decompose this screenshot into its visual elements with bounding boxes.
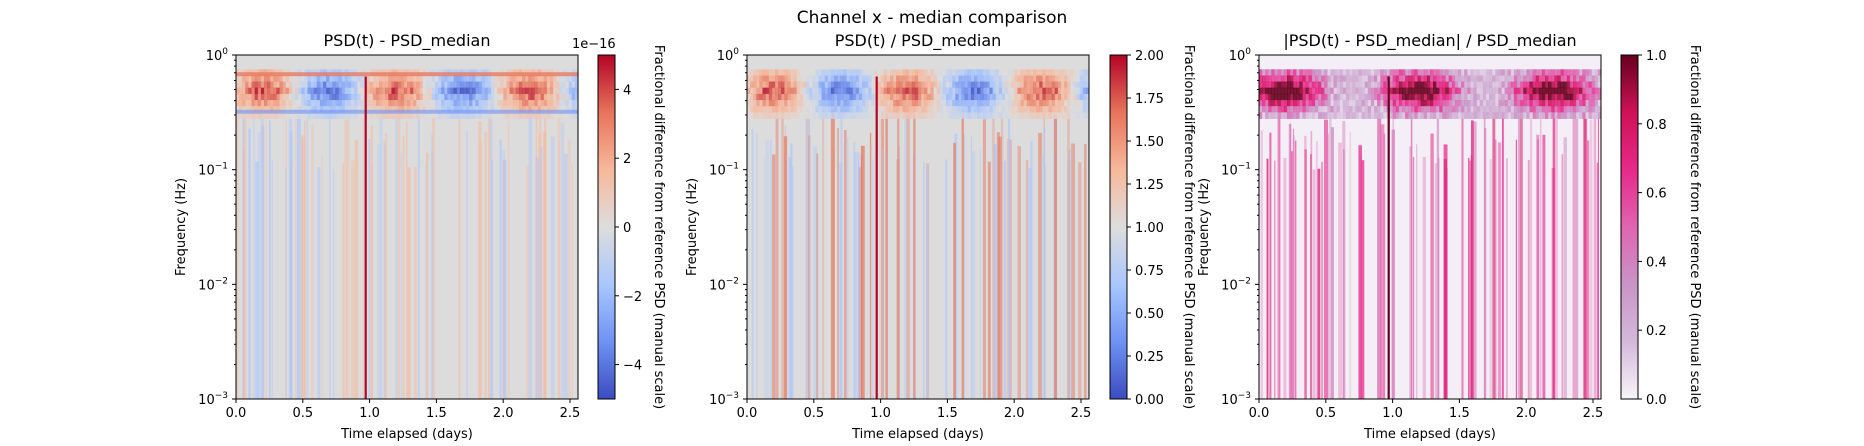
x-tick-label: 0.0 — [737, 406, 758, 421]
heatmap-image — [236, 55, 578, 399]
x-tick-label: 1.5 — [937, 406, 958, 421]
glitch-line — [875, 76, 878, 399]
axes-frame — [746, 54, 1090, 400]
y-axis-label: Frequency (Hz) — [174, 178, 189, 276]
y-tick-label: 100 — [206, 47, 229, 64]
colorbar-tick-label: 0.8 — [1646, 118, 1667, 133]
x-tick-label: 0.5 — [803, 406, 824, 421]
colorbar-tick-label: 0.6 — [1646, 187, 1667, 202]
x-tick-label: 2.0 — [1516, 406, 1537, 421]
y-tick-label: 10−3 — [198, 391, 228, 408]
x-tick-label: 1.5 — [426, 406, 447, 421]
heatmap-image — [747, 55, 1089, 399]
x-tick-label: 0.5 — [292, 406, 313, 421]
x-tick-label: 1.0 — [870, 406, 891, 421]
band-line-lower — [236, 109, 578, 114]
x-tick-label: 2.5 — [1583, 406, 1604, 421]
colorbar — [597, 54, 616, 400]
x-tick-label: 1.0 — [1382, 406, 1403, 421]
panel-title: PSD(t) / PSD_median — [835, 31, 1002, 51]
x-tick-label: 1.0 — [359, 406, 380, 421]
glitch-line — [364, 76, 367, 399]
y-tick-label: 10−1 — [709, 162, 739, 179]
colorbar-label: Fractional difference from reference PSD… — [1181, 45, 1196, 409]
panels: PSD(t) - PSD_median 0.0 0.5 1.0 1.5 2.0 2.5 Tim… — [174, 31, 1702, 442]
panel-title: PSD(t) - PSD_median — [324, 31, 491, 51]
colorbar-tick-label: −2 — [623, 290, 642, 305]
x-axis-label: Time elapsed (days) — [1363, 427, 1496, 442]
panel-2: PSD(t) / PSD_median 0.0 0.5 1.0 1.5 2.0 2.5 Tim… — [685, 31, 1196, 442]
colorbar-tick-label: 0.00 — [1135, 393, 1164, 408]
y-tick-label: 10−3 — [1221, 391, 1251, 408]
colorbar-tick-label: 0.50 — [1135, 307, 1164, 322]
panel-1: PSD(t) - PSD_median 0.0 0.5 1.0 1.5 2.0 2.5 Tim… — [174, 31, 666, 442]
colorbar-tick-label: 1.75 — [1135, 92, 1164, 107]
x-tick-label: 2.5 — [560, 406, 581, 421]
colorbar-tick-label: 1.25 — [1135, 178, 1164, 193]
axes-frame — [1258, 54, 1602, 400]
x-axis-label: Time elapsed (days) — [851, 427, 984, 442]
x-tick-label: 0.0 — [226, 406, 247, 421]
y-tick-label: 10−3 — [709, 391, 739, 408]
colorbar — [1109, 54, 1128, 400]
band-line-upper — [236, 72, 578, 77]
axes-frame — [235, 54, 579, 400]
colorbar-tick-label: 0.4 — [1646, 255, 1667, 270]
colorbar-tick-label: 0.2 — [1646, 324, 1667, 339]
y-tick-label: 10−2 — [709, 276, 739, 293]
x-tick-label: 0.5 — [1315, 406, 1336, 421]
x-axis-label: Time elapsed (days) — [340, 427, 473, 442]
colorbar-offset-text: 1e−16 — [572, 37, 616, 52]
colorbar-tick-label: −4 — [623, 359, 642, 374]
colorbar-tick-label: 2 — [623, 152, 631, 167]
colorbar-tick-label: 1.00 — [1135, 221, 1164, 236]
x-tick-label: 2.0 — [493, 406, 514, 421]
y-axis-label: Frequency (Hz) — [685, 178, 700, 276]
colorbar-label: Fractional difference from reference PSD… — [1687, 45, 1702, 409]
colorbar — [1620, 54, 1639, 400]
x-tick-label: 0.0 — [1249, 406, 1270, 421]
colorbar-tick-label: 4 — [623, 83, 631, 98]
x-tick-label: 1.5 — [1449, 406, 1470, 421]
colorbar-tick-label: 0 — [623, 221, 631, 236]
colorbar-tick-label: 2.00 — [1135, 49, 1164, 64]
panel-title: |PSD(t) - PSD_median| / PSD_median — [1283, 31, 1576, 51]
y-tick-label: 100 — [717, 47, 740, 64]
y-tick-label: 100 — [1229, 47, 1252, 64]
x-tick-label: 2.0 — [1004, 406, 1025, 421]
colorbar-label: Fractional difference from reference PSD… — [651, 45, 666, 409]
panel-3: |PSD(t) - PSD_median| / PSD_median 0.0 0.5… — [1197, 31, 1702, 442]
y-tick-label: 10−2 — [198, 276, 228, 293]
colorbar-tick-label: 1.50 — [1135, 135, 1164, 150]
colorbar-tick-label: 0.0 — [1646, 393, 1667, 408]
glitch-line — [1387, 76, 1390, 399]
y-axis-label: Frequency (Hz) — [1197, 178, 1212, 276]
colorbar-tick-label: 1.0 — [1646, 49, 1667, 64]
x-tick-label: 2.5 — [1071, 406, 1092, 421]
y-tick-label: 10−2 — [1221, 276, 1251, 293]
heatmap-image — [1259, 55, 1601, 399]
y-tick-label: 10−1 — [1221, 162, 1251, 179]
y-tick-label: 10−1 — [198, 162, 228, 179]
colorbar-tick-label: 0.25 — [1135, 350, 1164, 365]
figure-suptitle: Channel x - median comparison — [797, 8, 1068, 28]
colorbar-tick-label: 0.75 — [1135, 264, 1164, 279]
